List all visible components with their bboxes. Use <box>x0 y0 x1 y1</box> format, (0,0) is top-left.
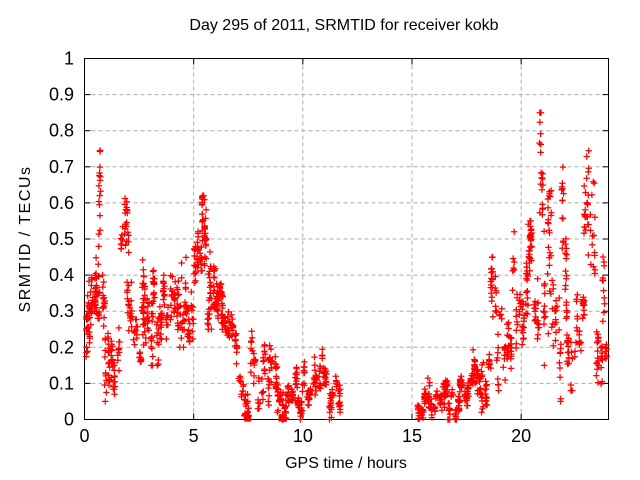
y-tick-label: 0.4 <box>49 265 74 285</box>
data-point-square <box>278 414 286 422</box>
chart-title: Day 295 of 2011, SRMTID for receiver kok… <box>189 17 498 34</box>
y-tick-label: 0.9 <box>49 85 74 105</box>
x-tick-label: 20 <box>511 426 531 446</box>
x-tick-label: 10 <box>293 426 313 446</box>
y-tick-label: 0.7 <box>49 157 74 177</box>
y-tick-label: 0.8 <box>49 121 74 141</box>
y-tick-label: 0.1 <box>49 373 74 393</box>
y-tick-label: 0.5 <box>49 229 74 249</box>
y-axis-label: SRMTID / TECUs <box>17 166 34 313</box>
y-tick-label: 0.6 <box>49 193 74 213</box>
y-tick-label: 0 <box>64 410 74 430</box>
y-tick-label: 0.3 <box>49 301 74 321</box>
tick-labels: 0 5 10 15 20 0 0.1 0.2 0.3 0.4 0.5 0.6 0.7 0.8 0.9 1 <box>49 49 531 447</box>
x-axis-label: GPS time / hours <box>285 455 407 472</box>
data-points-plus <box>82 109 611 423</box>
y-tick-label: 0.2 <box>49 337 74 357</box>
y-tick-label: 1 <box>64 49 74 69</box>
data-point-square <box>244 414 252 422</box>
scatter-points <box>82 109 611 423</box>
x-tick-label: 5 <box>189 426 199 446</box>
x-tick-label: 0 <box>79 426 89 446</box>
x-tick-label: 15 <box>402 426 422 446</box>
